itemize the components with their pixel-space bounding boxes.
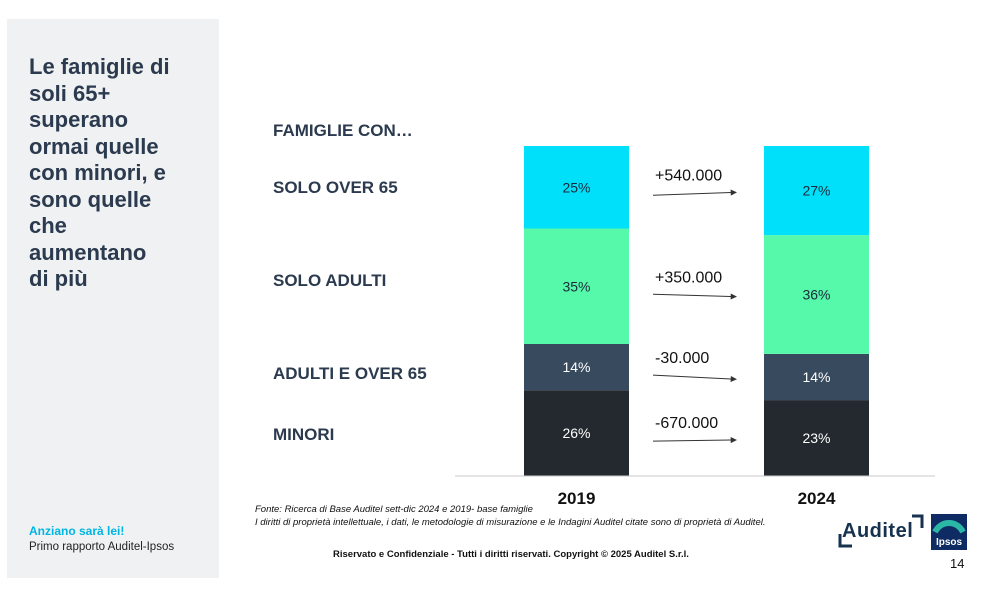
- bar-segment-2019-0: [524, 390, 629, 476]
- change-arrowhead-0: [730, 437, 737, 444]
- source-note: Fonte: Ricerca di Base Auditel sett-dic …: [255, 504, 815, 529]
- bar-segment-2019-3: [524, 146, 629, 229]
- category-label-minori: MINORI: [273, 425, 335, 444]
- chart-title: FAMIGLIE CON…: [273, 121, 413, 140]
- category-label-adulti-e-over-65: ADULTI E OVER 65: [273, 364, 427, 383]
- change-arrow-2: [652, 293, 732, 297]
- ipsos-logo: Ipsos: [931, 514, 967, 550]
- change-arrow-0: [652, 439, 732, 442]
- change-arrowhead-2: [730, 293, 737, 300]
- data-label-2024-0: 23%: [802, 430, 830, 446]
- x-tick-label-2024: 2024: [798, 489, 836, 508]
- x-tick-label-2019: 2019: [558, 489, 596, 508]
- auditel-bracket-icon: [838, 514, 924, 548]
- source-text: Fonte: Ricerca di Base Auditel sett-dic …: [255, 504, 533, 515]
- bar-segment-2024-1: [764, 353, 869, 401]
- side-panel: [7, 19, 219, 578]
- report-subtitle: Anziano sarà lei!: [29, 524, 125, 538]
- change-arrow-3: [652, 192, 732, 196]
- slide-headline: Le famiglie di soli 65+ superano ormai q…: [29, 54, 170, 291]
- bar-segment-2024-2: [764, 235, 869, 354]
- ipsos-logo-text: Ipsos: [936, 537, 963, 548]
- change-label-2: +350.000: [655, 269, 722, 286]
- bar-segment-2019-2: [524, 228, 629, 344]
- auditel-logo: Auditel: [838, 512, 928, 550]
- category-label-solo-adulti: SOLO ADULTI: [273, 271, 387, 290]
- rights-text: I diritti di proprietà intellettuale, i …: [255, 516, 766, 528]
- change-label-1: -30.000: [655, 350, 709, 367]
- change-label-3: +540.000: [655, 168, 722, 185]
- data-label-2019-3: 25%: [562, 179, 590, 195]
- report-name: Primo rapporto Auditel-Ipsos: [29, 541, 175, 553]
- ipsos-logo-icon: Ipsos: [931, 514, 967, 550]
- bar-segment-2024-3: [764, 146, 869, 236]
- data-label-2019-1: 14%: [562, 359, 590, 375]
- page-number: 14: [950, 556, 965, 571]
- auditel-logo-text: Auditel: [842, 520, 914, 542]
- bar-segment-2019-1: [524, 344, 629, 391]
- data-label-2019-0: 26%: [562, 425, 590, 441]
- data-label-2024-2: 36%: [802, 287, 830, 303]
- change-arrowhead-1: [730, 375, 737, 383]
- category-label-solo-over-65: SOLO OVER 65: [273, 178, 398, 197]
- change-arrowhead-3: [730, 189, 737, 196]
- change-arrow-1: [652, 374, 732, 380]
- data-label-2019-2: 35%: [562, 278, 590, 294]
- data-label-2024-1: 14%: [802, 369, 830, 385]
- copyright-text: Riservato e Confidenziale - Tutti i diri…: [333, 549, 689, 560]
- data-label-2024-3: 27%: [802, 183, 830, 199]
- change-label-0: -670.000: [655, 415, 718, 432]
- bar-segment-2024-0: [764, 400, 869, 476]
